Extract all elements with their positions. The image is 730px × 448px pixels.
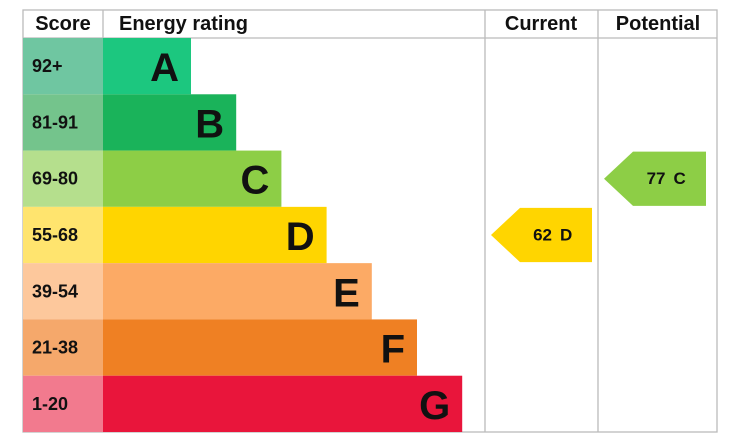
rating-letter: F xyxy=(381,328,405,372)
score-range: 1-20 xyxy=(32,394,68,414)
potential-header: Potential xyxy=(616,13,700,35)
potential-letter: C xyxy=(674,169,686,188)
rating-letter: A xyxy=(150,46,179,90)
score-cell xyxy=(23,94,103,151)
score-cell xyxy=(23,150,103,207)
score-cell xyxy=(23,263,103,320)
score-cell xyxy=(23,38,103,95)
potential-value: 77 xyxy=(647,169,666,188)
rating-bar xyxy=(103,94,237,151)
potential-arrow xyxy=(604,151,706,206)
rating-letter: B xyxy=(195,102,224,146)
rating-letter: E xyxy=(333,271,360,315)
score-range: 55-68 xyxy=(32,225,78,245)
score-cell xyxy=(23,375,103,432)
rating-letter: D xyxy=(286,215,315,259)
rating-header: Energy rating xyxy=(119,13,248,35)
current-header: Current xyxy=(505,13,578,35)
rating-bar xyxy=(103,319,417,376)
current-arrow xyxy=(491,207,592,263)
score-range: 92+ xyxy=(32,56,63,76)
current-letter: D xyxy=(560,226,572,245)
rating-bar xyxy=(103,375,463,432)
rating-bar xyxy=(103,206,327,264)
score-range: 81-91 xyxy=(32,112,78,132)
rating-letter: C xyxy=(241,159,270,203)
score-range: 21-38 xyxy=(32,338,78,358)
rating-bar xyxy=(103,263,372,320)
rating-bar xyxy=(103,150,282,207)
score-range: 69-80 xyxy=(32,169,78,189)
current-value: 62 xyxy=(533,226,552,245)
rating-bar xyxy=(103,38,191,95)
score-range: 39-54 xyxy=(32,281,78,301)
score-cell xyxy=(23,319,103,376)
rating-letter: G xyxy=(419,384,450,428)
score-cell xyxy=(23,206,103,264)
score-header: Score xyxy=(35,13,91,35)
